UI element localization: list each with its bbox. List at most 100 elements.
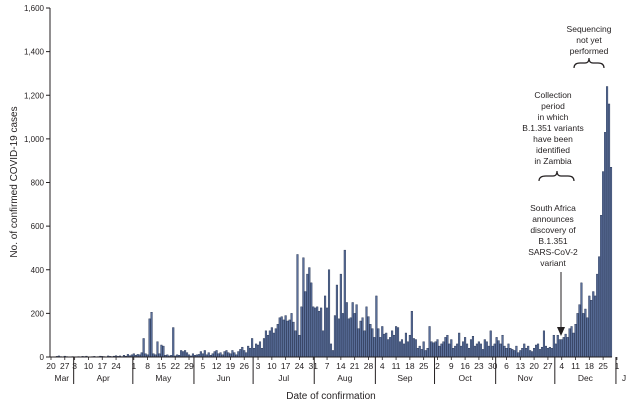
x-tick-labels: 20 27 3 10 17 24 1 8 15 22 29 5 12 19 26 3 10 17 24 31 7 14 21… bbox=[46, 357, 620, 371]
bar bbox=[381, 326, 384, 358]
bar bbox=[286, 320, 289, 358]
bar bbox=[262, 338, 265, 358]
bar bbox=[148, 318, 151, 358]
bar bbox=[525, 348, 528, 358]
bar bbox=[160, 344, 163, 358]
bar bbox=[308, 267, 311, 358]
bar bbox=[290, 313, 293, 358]
x-tick-label: 6 bbox=[504, 361, 509, 371]
bar bbox=[568, 328, 571, 358]
bar bbox=[241, 346, 244, 358]
x-tick-label: 3 bbox=[256, 361, 261, 371]
bar bbox=[519, 350, 522, 358]
annotation-line: period bbox=[541, 101, 565, 111]
annotation-line: variant bbox=[540, 258, 566, 268]
bar bbox=[477, 341, 480, 358]
bar bbox=[558, 339, 561, 358]
bar bbox=[398, 341, 402, 358]
x-tick-label: 10 bbox=[267, 361, 277, 371]
bar bbox=[270, 327, 273, 358]
bar bbox=[420, 349, 423, 358]
x-tick-label: 16 bbox=[460, 361, 470, 371]
bar bbox=[590, 300, 593, 358]
x-tick-label: 14 bbox=[336, 361, 346, 371]
bar bbox=[306, 273, 309, 358]
bar bbox=[469, 339, 473, 358]
annotation-collection-period: Collection period in which B.1.351 varia… bbox=[522, 90, 584, 182]
bar bbox=[233, 352, 236, 358]
bar bbox=[383, 333, 386, 358]
bar bbox=[475, 343, 478, 358]
bar bbox=[213, 351, 216, 358]
annotation-line: B.1.351 variants bbox=[522, 123, 583, 133]
bar bbox=[537, 343, 540, 358]
bar bbox=[298, 334, 301, 358]
month-label: Mar bbox=[55, 373, 70, 383]
bar bbox=[377, 328, 380, 358]
bar bbox=[560, 339, 563, 358]
bar bbox=[373, 337, 376, 358]
month-label: May bbox=[155, 373, 172, 383]
bar bbox=[162, 345, 165, 358]
x-tick-label: 4 bbox=[559, 361, 564, 371]
annotation-line: performed bbox=[570, 46, 609, 56]
month-label: Nov bbox=[518, 373, 534, 383]
x-tick-label: 9 bbox=[449, 361, 454, 371]
bar bbox=[580, 282, 583, 358]
x-tick-label: 18 bbox=[405, 361, 415, 371]
sequencing-brace bbox=[573, 57, 605, 69]
annotation-line: in Zambia bbox=[534, 156, 572, 166]
bar bbox=[501, 334, 504, 358]
bar bbox=[471, 336, 475, 358]
x-tick-label: 20 bbox=[529, 361, 539, 371]
bar bbox=[566, 337, 569, 358]
bar bbox=[237, 351, 240, 358]
x-tick-label: 2 bbox=[435, 361, 440, 371]
bar bbox=[554, 343, 557, 358]
bar bbox=[432, 342, 435, 358]
annotation-south-africa: South Africa announces discovery of B.1.… bbox=[528, 203, 578, 336]
bar bbox=[609, 167, 613, 358]
bar bbox=[347, 318, 350, 358]
bar bbox=[406, 341, 409, 358]
bar bbox=[357, 328, 360, 358]
bar bbox=[485, 341, 488, 358]
bar bbox=[320, 307, 323, 358]
bar bbox=[258, 341, 262, 358]
bar bbox=[442, 341, 445, 358]
bar bbox=[304, 291, 307, 358]
bar bbox=[495, 337, 498, 358]
bar bbox=[363, 330, 366, 358]
y-tick-label: 1,400 bbox=[24, 48, 45, 57]
x-tick-label: 28 bbox=[364, 361, 374, 371]
x-tick-label: 29 bbox=[184, 361, 194, 371]
bar bbox=[247, 345, 250, 358]
bar bbox=[341, 313, 344, 358]
bar bbox=[564, 333, 567, 358]
bar bbox=[542, 330, 546, 358]
y-tick-label: 1,200 bbox=[24, 91, 45, 100]
bar bbox=[552, 334, 555, 358]
bar bbox=[462, 341, 465, 358]
bar bbox=[523, 343, 526, 358]
bar bbox=[586, 317, 589, 358]
x-tick-label: 23 bbox=[474, 361, 484, 371]
bar bbox=[517, 352, 520, 358]
bar bbox=[572, 332, 575, 358]
bar bbox=[479, 343, 482, 358]
annotation-arrowhead bbox=[557, 327, 565, 336]
bar bbox=[606, 86, 609, 358]
bar bbox=[538, 349, 542, 358]
bar bbox=[574, 324, 577, 358]
bar bbox=[412, 338, 415, 358]
x-tick-label: 11 bbox=[392, 361, 401, 371]
bar bbox=[140, 352, 143, 358]
bar bbox=[294, 330, 297, 358]
month-label: Apr bbox=[97, 373, 110, 383]
bar bbox=[408, 334, 411, 358]
bar bbox=[511, 349, 514, 358]
bar bbox=[418, 345, 421, 358]
x-tick-label: 31 bbox=[309, 361, 319, 371]
x-tick-label: 27 bbox=[543, 361, 553, 371]
y-tick-label: 600 bbox=[31, 222, 45, 231]
